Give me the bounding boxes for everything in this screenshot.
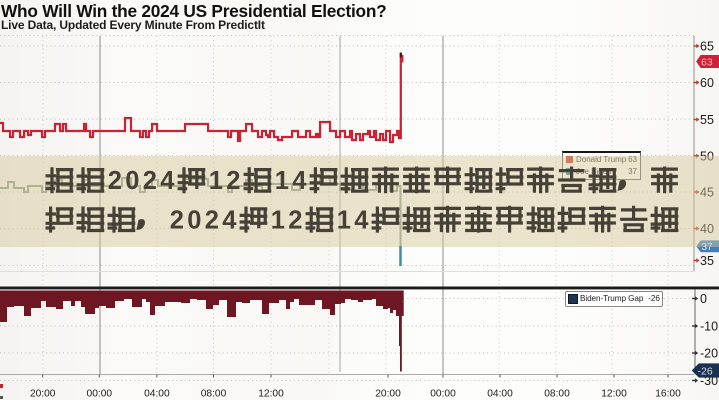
svg-text:63: 63 [701, 56, 713, 68]
svg-text:14: 14 [337, 206, 372, 234]
svg-text:16:00: 16:00 [655, 389, 681, 400]
svg-text:50: 50 [700, 150, 714, 164]
svg-text:2024: 2024 [170, 206, 240, 234]
svg-text:65: 65 [700, 40, 714, 54]
svg-text:00:00: 00:00 [430, 389, 456, 400]
svg-text:0: 0 [700, 292, 707, 306]
svg-text:00:00: 00:00 [87, 389, 113, 400]
svg-text:12:00: 12:00 [258, 389, 284, 400]
svg-text:-10: -10 [700, 320, 718, 334]
svg-text:08:00: 08:00 [544, 389, 570, 400]
svg-text:37: 37 [702, 242, 714, 253]
svg-text:60: 60 [700, 76, 714, 90]
svg-text:04:00: 04:00 [144, 389, 170, 400]
svg-text:20:00: 20:00 [30, 389, 56, 400]
svg-text:04:00: 04:00 [487, 389, 513, 400]
svg-text:55: 55 [700, 113, 714, 127]
svg-text:08:00: 08:00 [201, 389, 227, 400]
svg-text:14: 14 [275, 167, 310, 195]
svg-text:-20: -20 [700, 347, 718, 361]
svg-text:20:00: 20:00 [375, 389, 401, 400]
svg-text:-26: -26 [698, 365, 713, 377]
svg-text:35: 35 [700, 254, 714, 268]
svg-text:45: 45 [700, 186, 714, 200]
svg-text:12:00: 12:00 [601, 389, 627, 400]
svg-text:12: 12 [271, 206, 306, 234]
svg-text:12: 12 [209, 167, 244, 195]
svg-text:2024: 2024 [108, 167, 178, 195]
svg-text:40: 40 [700, 222, 714, 236]
